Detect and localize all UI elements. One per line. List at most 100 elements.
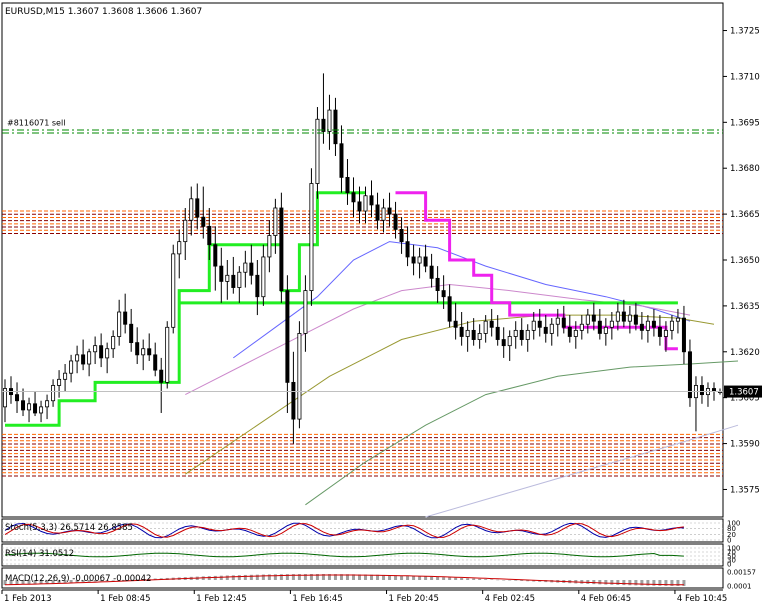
candle-body <box>615 311 620 322</box>
macd-bar <box>99 580 103 582</box>
candle-body <box>57 378 62 386</box>
macd-bar <box>213 575 217 580</box>
price-tick-label: 1.3620 <box>730 348 760 358</box>
time-tick-label: 4 Feb 02:45 <box>485 594 535 604</box>
macd-bar <box>400 575 404 580</box>
macd-bar <box>327 574 331 580</box>
macd-bar <box>628 580 632 586</box>
candle-body <box>447 296 452 322</box>
candle-body <box>171 253 176 328</box>
candle-body <box>279 207 284 291</box>
candle-body <box>585 314 590 325</box>
magenta-trailing-stop <box>395 191 678 351</box>
macd-bar <box>3 580 7 586</box>
candle-body <box>201 216 206 227</box>
candle-body <box>471 329 476 340</box>
candle-body <box>273 207 278 236</box>
macd-bar <box>604 580 608 585</box>
stoch-label: Stoch(5,3,3) 26.5714 26.8585 <box>5 523 133 533</box>
current-price-label: 1.3607 <box>729 388 759 398</box>
candle-body <box>597 320 602 334</box>
candle-body <box>513 329 518 337</box>
moving-average-3 <box>305 360 739 506</box>
macd-bar <box>412 575 416 580</box>
macd-bar <box>466 578 470 580</box>
macd-bar <box>315 574 319 580</box>
macd-bar <box>454 577 458 580</box>
candle-body <box>21 400 26 411</box>
macd-bar <box>520 580 524 581</box>
price-tick-label: 1.3590 <box>730 440 760 450</box>
macd-bar <box>364 574 368 580</box>
candle-body <box>429 265 434 279</box>
candle-body <box>699 385 704 396</box>
rsi-label: RSI(14) 31.0512 <box>5 549 74 559</box>
macd-bar <box>297 574 301 580</box>
candle-body <box>3 388 8 408</box>
macd-bar <box>682 580 686 586</box>
candle-body <box>459 326 464 337</box>
macd-bar <box>502 580 506 581</box>
candle-body <box>639 323 644 331</box>
candle-body <box>51 385 56 402</box>
candle-body <box>501 339 506 347</box>
macd-bar <box>129 579 133 581</box>
candle-body <box>189 198 194 221</box>
candle-body <box>669 320 674 331</box>
rsi-tick-label: 0 <box>727 561 731 569</box>
macd-bar <box>243 574 247 580</box>
macd-pane <box>1 567 724 589</box>
candle-body <box>339 143 344 178</box>
candle-body <box>405 241 410 258</box>
macd-bar <box>592 580 596 585</box>
time-tick-label: 1 Feb 2013 <box>4 594 52 604</box>
candle-body <box>489 320 494 328</box>
candle-body <box>177 241 182 255</box>
candle-body <box>579 323 584 331</box>
macd-bar <box>484 579 488 580</box>
macd-bar <box>388 575 392 580</box>
candle-body <box>561 317 566 328</box>
macd-bar <box>225 575 229 580</box>
candle-body <box>357 201 362 212</box>
macd-bar <box>9 580 13 585</box>
time-tick-label: 4 Feb 06:45 <box>581 594 631 604</box>
candle-body <box>681 317 686 353</box>
candle-body <box>375 204 380 221</box>
candle-body <box>237 271 242 288</box>
macd-bar <box>640 580 644 586</box>
green-trailing-stop <box>5 191 366 427</box>
candle-body <box>135 342 140 356</box>
candle-body <box>687 351 692 399</box>
candle-body <box>183 219 188 243</box>
price-tick-label: 1.3605 <box>730 394 760 404</box>
candle-body <box>231 274 236 288</box>
macd-bar <box>496 579 500 581</box>
sell-layer <box>2 129 723 134</box>
macd-bar <box>255 574 259 580</box>
price-tick-label: 1.3680 <box>730 164 760 174</box>
candle-body <box>69 360 74 374</box>
price-tick-label: 1.3710 <box>730 72 760 82</box>
candle-body <box>675 317 680 322</box>
candle-body <box>321 118 326 132</box>
macd-bar <box>249 574 253 580</box>
candle-body <box>75 354 80 362</box>
macd-bar <box>394 575 398 580</box>
candle-body <box>633 314 638 325</box>
candle-body <box>465 329 470 337</box>
macd-bar <box>442 577 446 580</box>
candle-body <box>99 345 104 359</box>
rsi-tick-label: 30 <box>727 557 736 565</box>
macd-bar <box>610 580 614 585</box>
macd-bar <box>273 574 277 580</box>
macd-bar <box>526 580 530 582</box>
macd-bar <box>670 580 674 586</box>
macd-bar <box>460 577 464 580</box>
candle-body <box>147 348 152 356</box>
sell-order-label: #8116071 sell <box>7 119 65 128</box>
candle-body <box>33 403 38 414</box>
candle-body <box>213 244 218 267</box>
macd-bar <box>472 578 476 580</box>
